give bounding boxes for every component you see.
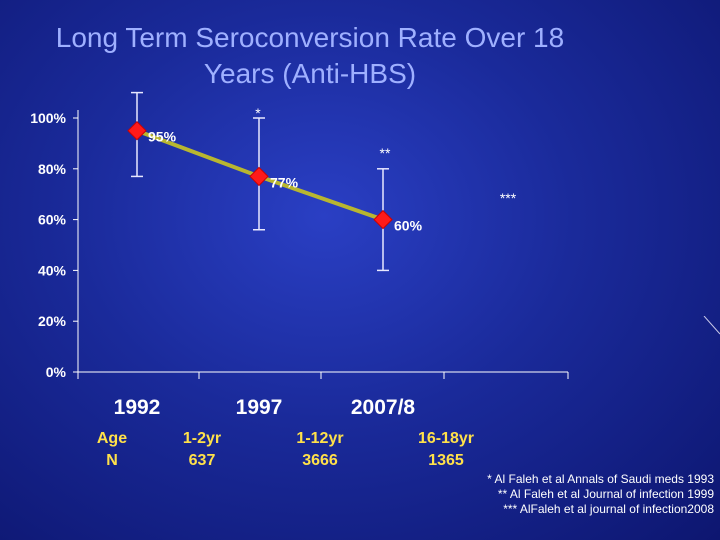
y-tick-label: 100% [30, 110, 66, 126]
data-label: 77% [270, 174, 299, 190]
x-tick-label: 2007/8 [351, 396, 416, 419]
data-label: 95% [148, 129, 177, 145]
reference-1: * Al Faleh et al Annals of Saudi meds 19… [487, 472, 714, 486]
title-line-2: Years (Anti-HBS) [203, 58, 417, 89]
table-col-1992: 1-2yr 637 [168, 428, 236, 472]
table-age-1997: 1-12yr [296, 430, 344, 447]
title-line-1: Long Term Seroconversion Rate Over 18 [55, 22, 565, 53]
slide-title: Long Term Seroconversion Rate Over 18 Ye… [0, 20, 620, 92]
table-header: Age N [88, 428, 136, 472]
y-tick-label: 40% [38, 262, 67, 278]
x-tick-label: 1992 [114, 396, 161, 419]
annotation-3: *** [500, 190, 517, 206]
reference-2: ** Al Faleh et al Journal of infection 1… [497, 487, 714, 501]
table-age-2007: 16-18yr [417, 430, 475, 447]
annotation-2: ** [380, 145, 391, 161]
reference-3: *** AlFaleh et al journal of infection20… [503, 502, 714, 516]
data-point-1992 [127, 120, 147, 141]
data-point-2007-8 [373, 209, 393, 230]
data-point-1997 [249, 166, 269, 187]
table-header-age: Age [96, 430, 128, 447]
table-age-1992: 1-2yr [182, 430, 222, 447]
table-col-2007: 16-18yr 1365 [404, 428, 488, 472]
table-n-1997: 3666 [302, 452, 338, 469]
table-n-1992: 637 [188, 452, 216, 469]
decorative-line [703, 316, 720, 335]
table-header-n: N [106, 452, 118, 469]
x-tick-label: 1997 [236, 396, 283, 419]
table-col-1997: 1-12yr 3666 [282, 428, 358, 472]
references: * Al Faleh et al Annals of Saudi meds 19… [487, 472, 714, 517]
annotation-1: * [255, 105, 261, 121]
table-n-2007: 1365 [428, 452, 464, 469]
y-tick-label: 80% [38, 161, 67, 177]
y-tick-label: 60% [38, 212, 67, 228]
data-label: 60% [394, 218, 423, 234]
y-tick-label: 20% [38, 313, 67, 329]
y-tick-label: 0% [46, 364, 67, 380]
